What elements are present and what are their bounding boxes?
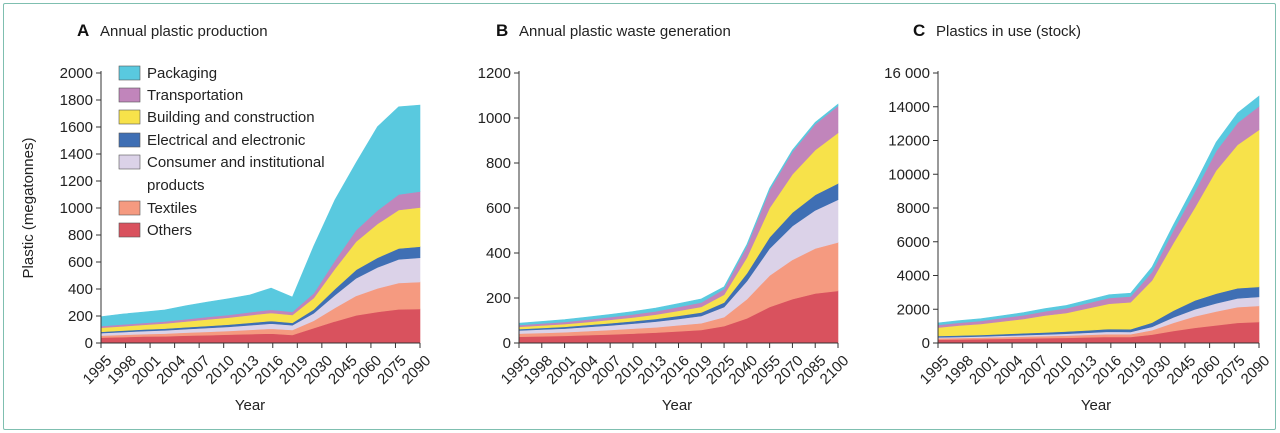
legend-swatch-transportation	[118, 87, 141, 103]
y-tick-label: 4000	[897, 268, 930, 285]
legend-label-others: Others	[147, 222, 192, 239]
y-tick-label: 10000	[888, 166, 930, 183]
y-tick-label: 8000	[897, 200, 930, 217]
y-tick-label: 2000	[897, 301, 930, 318]
y-tick-label: 1000	[60, 200, 93, 217]
y-tick-label: 1200	[478, 65, 511, 82]
y-tick-label: 2000	[60, 65, 93, 82]
y-tick-label: 200	[486, 290, 511, 307]
legend-swatch-electrical	[118, 132, 141, 148]
x-tick-label: 2090	[1238, 352, 1274, 388]
panel-c-xlabel: Year	[1081, 397, 1111, 414]
y-tick-label: 0	[503, 335, 511, 352]
area-packaging	[518, 103, 839, 326]
legend-swatch-consumer	[118, 154, 141, 170]
y-tick-label: 1000	[478, 110, 511, 127]
area-packaging	[100, 104, 421, 327]
y-tick-label: 800	[486, 155, 511, 172]
y-tick-label: 1200	[60, 173, 93, 190]
legend-label-textiles: Textiles	[147, 200, 197, 217]
panel-b-letter: B	[496, 21, 508, 40]
legend-label-packaging: Packaging	[147, 65, 217, 82]
legend-label-electrical: Electrical and electronic	[147, 132, 306, 149]
area-packaging	[937, 95, 1260, 326]
panel-a: A Annual plastic production 0 200 400 600 80…	[20, 21, 434, 414]
y-tick-label: 6000	[897, 234, 930, 251]
panel-c-letter: C	[913, 21, 925, 40]
panel-a-title: Annual plastic production	[100, 23, 268, 40]
legend-swatch-textiles	[118, 200, 141, 216]
y-tick-label: 200	[68, 308, 93, 325]
y-tick-label: 400	[486, 245, 511, 262]
panel-a-axes: 0200400600800100012001400160018002000199…	[60, 65, 435, 388]
panel-a-areas	[100, 104, 421, 344]
y-tick-label: 1600	[60, 119, 93, 136]
panel-c-areas	[937, 95, 1260, 344]
y-tick-label: 1800	[60, 92, 93, 109]
legend-label-consumer: Consumer and institutional products	[147, 154, 325, 194]
panel-b-areas	[518, 103, 839, 344]
x-tick-label: 2090	[399, 352, 435, 388]
y-tick-label: 600	[486, 200, 511, 217]
panel-a-xlabel: Year	[235, 397, 265, 414]
y-tick-label: 400	[68, 281, 93, 298]
panel-b-title: Annual plastic waste generation	[519, 23, 731, 40]
y-tick-label: 16 000	[884, 65, 930, 82]
y-tick-label: 600	[68, 254, 93, 271]
panel-b: B Annual plastic waste generation 0 200 40…	[478, 21, 853, 414]
panel-c: C Plastics in use (stock) 0 2000 4000 6000 8…	[884, 21, 1273, 414]
y-tick-label: 0	[85, 335, 93, 352]
panel-a-letter: A	[77, 21, 89, 40]
panel-a-ylabel: Plastic (megatonnes)	[20, 138, 37, 279]
figure-frame	[3, 3, 1276, 430]
legend-label-building: Building and construction	[147, 109, 315, 126]
legend: Packaging Transportation Building and cons…	[118, 65, 325, 239]
y-tick-label: 14000	[888, 99, 930, 116]
panel-c-title: Plastics in use (stock)	[936, 23, 1081, 40]
legend-swatch-packaging	[118, 65, 141, 81]
panel-b-xlabel: Year	[662, 397, 692, 414]
legend-label-transportation: Transportation	[147, 87, 243, 104]
legend-swatch-others	[118, 222, 141, 238]
y-tick-label: 1400	[60, 146, 93, 163]
y-tick-label: 800	[68, 227, 93, 244]
legend-swatch-building	[118, 109, 141, 125]
y-tick-label: 12000	[888, 133, 930, 150]
y-tick-label: 0	[922, 335, 930, 352]
